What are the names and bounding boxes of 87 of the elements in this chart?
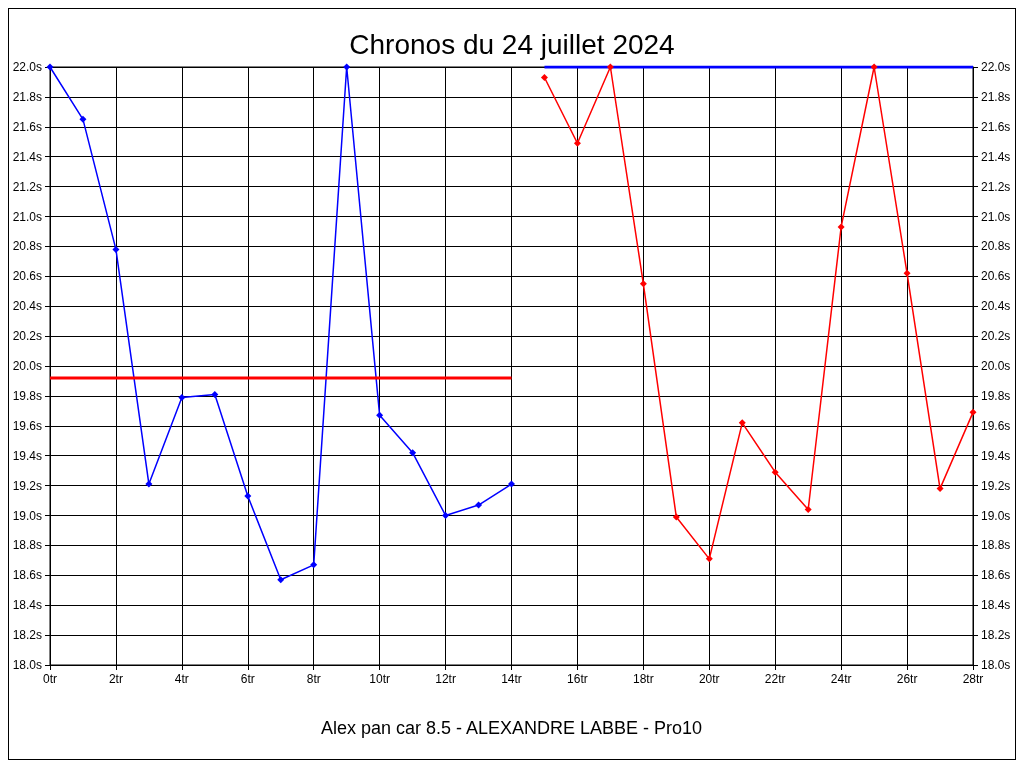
x-tick-label: 4tr bbox=[174, 672, 189, 686]
x-tick-label: 6tr bbox=[240, 672, 255, 686]
point bbox=[343, 63, 351, 71]
point bbox=[409, 449, 417, 457]
point bbox=[771, 468, 779, 476]
y2-tick-label: 21.6s bbox=[981, 119, 1011, 134]
point bbox=[606, 63, 614, 71]
y2-tick-label: 21.2s bbox=[981, 179, 1011, 194]
y-tick-label: 21.0s bbox=[12, 209, 42, 224]
x-tick-label: 0tr bbox=[42, 672, 58, 686]
y2-tick-label: 18.2s bbox=[981, 628, 1011, 643]
y-tick-label: 19.0s bbox=[12, 508, 42, 523]
point bbox=[870, 63, 878, 71]
y2-tick-label: 20.2s bbox=[981, 329, 1011, 344]
point bbox=[79, 115, 87, 123]
x-tick-label: 8tr bbox=[306, 672, 321, 686]
y2-tick-label: 19.0s bbox=[981, 508, 1011, 523]
y-tick-label: 19.4s bbox=[12, 448, 42, 463]
x-tick-label: 18tr bbox=[633, 672, 654, 686]
point bbox=[244, 492, 252, 500]
point bbox=[376, 411, 384, 419]
y-tick-label: 20.8s bbox=[12, 239, 42, 254]
chart-title: Chronos du 24 juillet 2024 bbox=[349, 28, 675, 60]
y-tick-label: 18.8s bbox=[12, 538, 42, 553]
point bbox=[540, 73, 548, 81]
y-tick-label: 19.2s bbox=[12, 478, 42, 493]
y-tick-label: 22.0s bbox=[12, 60, 42, 74]
point bbox=[936, 485, 944, 493]
y2-tick-label: 19.6s bbox=[981, 418, 1011, 433]
x-tick-label: 24tr bbox=[830, 672, 852, 686]
y2-tick-label: 20.0s bbox=[981, 359, 1011, 373]
y2-tick-label: 20.8s bbox=[981, 239, 1011, 254]
y-tick-label: 19.6s bbox=[12, 418, 42, 433]
point bbox=[475, 501, 483, 509]
point bbox=[145, 480, 153, 488]
y-tick-label: 19.8s bbox=[12, 388, 42, 403]
y-tick-label: 20.2s bbox=[12, 329, 42, 344]
y-tick-label: 21.2s bbox=[12, 179, 42, 194]
x-tick-label: 14tr bbox=[501, 672, 522, 686]
y-tick-label: 20.6s bbox=[12, 269, 42, 284]
y2-tick-label: 18.8s bbox=[981, 538, 1011, 553]
y-tick-label: 20.0s bbox=[12, 359, 42, 373]
y2-tick-label: 20.4s bbox=[981, 299, 1011, 314]
point bbox=[112, 245, 120, 253]
x-tick-label: 26tr bbox=[896, 672, 918, 686]
point bbox=[837, 223, 845, 231]
point bbox=[178, 393, 186, 401]
x-tick-label: 28tr bbox=[962, 672, 984, 686]
y-tick-label: 21.6s bbox=[12, 119, 42, 134]
point bbox=[969, 408, 977, 416]
point bbox=[211, 390, 219, 398]
point bbox=[903, 269, 911, 277]
point bbox=[672, 513, 680, 521]
y2-tick-label: 19.4s bbox=[981, 448, 1011, 463]
x-tick-label: 20tr bbox=[698, 672, 720, 686]
point bbox=[804, 506, 812, 514]
y-tick-label: 18.6s bbox=[12, 568, 42, 583]
point bbox=[442, 512, 450, 519]
y2-tick-label: 18.0s bbox=[981, 658, 1011, 672]
x-tick-label: 12tr bbox=[435, 672, 456, 686]
y2-tick-label: 20.6s bbox=[981, 269, 1011, 284]
y-tick-label: 18.4s bbox=[12, 598, 42, 613]
y-tick-label: 18.2s bbox=[12, 628, 42, 643]
x-tick-label: 22tr bbox=[764, 672, 786, 686]
point bbox=[705, 555, 713, 563]
x-tick-label: 10tr bbox=[369, 672, 390, 686]
point bbox=[310, 561, 318, 569]
y2-tick-label: 21.4s bbox=[981, 149, 1011, 164]
point bbox=[639, 280, 647, 288]
y2-tick-label: 22.0s bbox=[981, 60, 1011, 74]
y2-tick-label: 19.2s bbox=[981, 478, 1011, 493]
point bbox=[573, 139, 581, 147]
y-tick-label: 18.0s bbox=[12, 658, 42, 672]
point bbox=[738, 419, 746, 427]
x-tick-label: 2tr bbox=[108, 672, 123, 686]
point bbox=[277, 576, 285, 584]
y2-tick-label: 18.4s bbox=[981, 598, 1011, 613]
y-tick-label: 21.4s bbox=[12, 149, 42, 164]
y2-tick-label: 21.0s bbox=[981, 209, 1011, 224]
y2-tick-label: 18.6s bbox=[981, 568, 1011, 583]
x-tick-label: 16tr bbox=[567, 672, 588, 686]
y-tick-label: 21.8s bbox=[12, 89, 42, 104]
y2-tick-label: 19.8s bbox=[981, 388, 1011, 403]
y-tick-label: 20.4s bbox=[12, 299, 42, 314]
y2-tick-label: 21.8s bbox=[981, 89, 1011, 104]
point bbox=[508, 480, 515, 488]
text: Alex pan car 8.5 - ALEXANDRE LABBE - Pro10 bbox=[320, 718, 703, 738]
